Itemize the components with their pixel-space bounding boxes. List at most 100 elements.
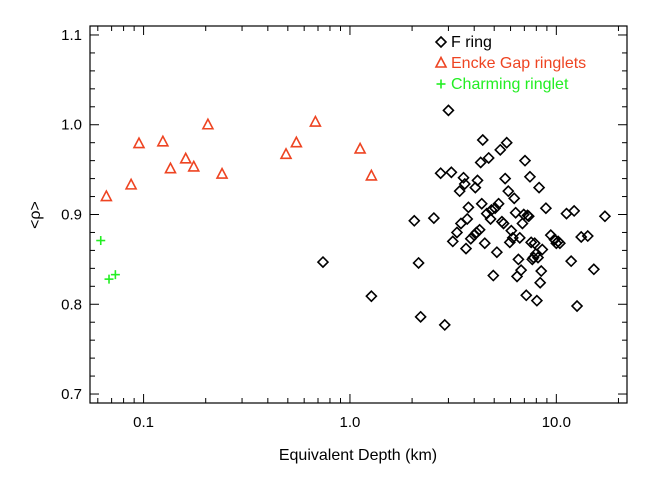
f-ring-point (535, 264, 548, 278)
legend-label-f-ring: F ring (451, 34, 492, 51)
x-tick-label: 1.0 (340, 414, 361, 431)
encke-gap-ringlets-point (353, 141, 367, 154)
f-ring-point (453, 185, 466, 198)
data-points (96, 104, 612, 332)
y-axis-label: <ρ> (27, 201, 44, 229)
f-ring-point (565, 255, 578, 268)
encke-gap-ringlets-point (164, 161, 177, 174)
f-ring-point (510, 270, 524, 283)
f-ring-point (568, 204, 581, 218)
f-ring-point (587, 263, 600, 276)
encke-gap-ringlets-point (279, 147, 293, 160)
f-ring-point (497, 217, 510, 230)
f-ring-point (548, 233, 561, 246)
f-ring-point (553, 237, 566, 250)
y-tick-label: 0.7 (61, 386, 82, 403)
f-ring-point (427, 211, 440, 225)
f-ring-point (475, 197, 488, 210)
f-ring-point (514, 264, 528, 277)
charming-ringlet-point (104, 274, 114, 284)
f-ring-point (581, 229, 594, 243)
encke-gap-ringlets-point (156, 134, 170, 147)
f-ring-point (408, 214, 421, 227)
f-ring-point (478, 237, 491, 250)
encke-gap-ringlets-point (365, 168, 378, 181)
f-ring-point (434, 167, 447, 180)
f-ring-point (446, 235, 459, 248)
f-ring-point (570, 299, 584, 313)
charming-ringlet-point (110, 270, 120, 280)
f-ring-point (442, 104, 455, 117)
y-tick-label: 1.0 (61, 117, 82, 134)
f-ring-point (523, 170, 537, 183)
f-ring-point (531, 251, 545, 264)
encke-gap-ringlets-point (187, 159, 201, 172)
f-ring-point (450, 226, 464, 239)
f-ring-point (487, 269, 500, 282)
f-ring-point (470, 226, 483, 239)
legend-marker-encke-gap-ringlets (434, 55, 448, 68)
f-ring-point (539, 202, 553, 215)
legend-marker-charming-ringlet (436, 79, 446, 89)
f-ring-point (471, 174, 484, 187)
y-tick-label: 0.9 (61, 207, 82, 224)
f-ring-point (495, 215, 509, 228)
legend: F ring Encke Gap ringlets Charming ringlet (434, 34, 586, 93)
charming-ringlet-point (96, 236, 106, 246)
f-ring-point (482, 151, 495, 165)
f-ring-point (316, 255, 330, 269)
legend-label-encke-gap-ringlets: Encke Gap ringlets (451, 55, 586, 72)
f-ring-point (530, 294, 544, 307)
encke-gap-ringlets-point (179, 151, 193, 164)
f-ring-point (365, 290, 378, 303)
f-ring-point (457, 171, 470, 184)
f-ring-point (499, 172, 512, 185)
f-ring-point (445, 166, 458, 179)
f-ring-point (598, 210, 612, 223)
f-ring-point (532, 181, 546, 194)
y-tick-label: 0.8 (61, 296, 82, 313)
encke-gap-ringlets-point (124, 177, 138, 190)
f-ring-point (518, 154, 532, 167)
f-ring-point (485, 203, 498, 217)
encke-gap-ringlets-point (201, 117, 215, 130)
f-ring-point (516, 217, 529, 230)
x-tick-label: 0.1 (133, 414, 154, 431)
f-ring-point (458, 177, 471, 191)
legend-marker-f-ring (434, 35, 448, 49)
f-ring-point (494, 143, 507, 157)
encke-gap-ringlets-point (132, 136, 146, 149)
f-ring-point (492, 197, 505, 210)
f-ring-point (459, 242, 473, 255)
f-ring-point (464, 232, 477, 245)
f-ring-point (503, 236, 516, 249)
f-ring-point (536, 243, 549, 256)
f-ring-point (469, 181, 482, 194)
f-ring-point (438, 318, 451, 332)
encke-gap-ringlets-point (215, 166, 229, 179)
encke-gap-ringlets-point (290, 135, 303, 148)
f-ring-point (520, 289, 533, 302)
f-ring-point (534, 276, 547, 289)
f-ring-point (488, 202, 502, 215)
f-ring-point (474, 156, 487, 169)
f-ring-point (490, 246, 503, 259)
f-ring-point (513, 231, 526, 244)
encke-gap-ringlets-point (100, 189, 113, 202)
f-ring-point (525, 236, 538, 249)
f-ring-point (414, 310, 427, 323)
f-ring-point (412, 256, 425, 270)
f-ring-point (522, 210, 535, 223)
f-ring-point (462, 201, 475, 214)
f-ring-point (502, 185, 515, 198)
f-ring-point (505, 224, 518, 237)
encke-gap-ringlets-point (309, 114, 322, 127)
f-ring-point (484, 212, 497, 226)
f-ring-point (508, 192, 521, 205)
x-tick-label: 10.0 (542, 414, 571, 431)
tick-labels: 0.7 0.8 0.9 1.0 1.1 0.1 1.0 10.0 (61, 27, 571, 431)
f-ring-point (527, 251, 540, 264)
f-ring-point (476, 133, 489, 147)
f-ring-point (500, 136, 513, 149)
